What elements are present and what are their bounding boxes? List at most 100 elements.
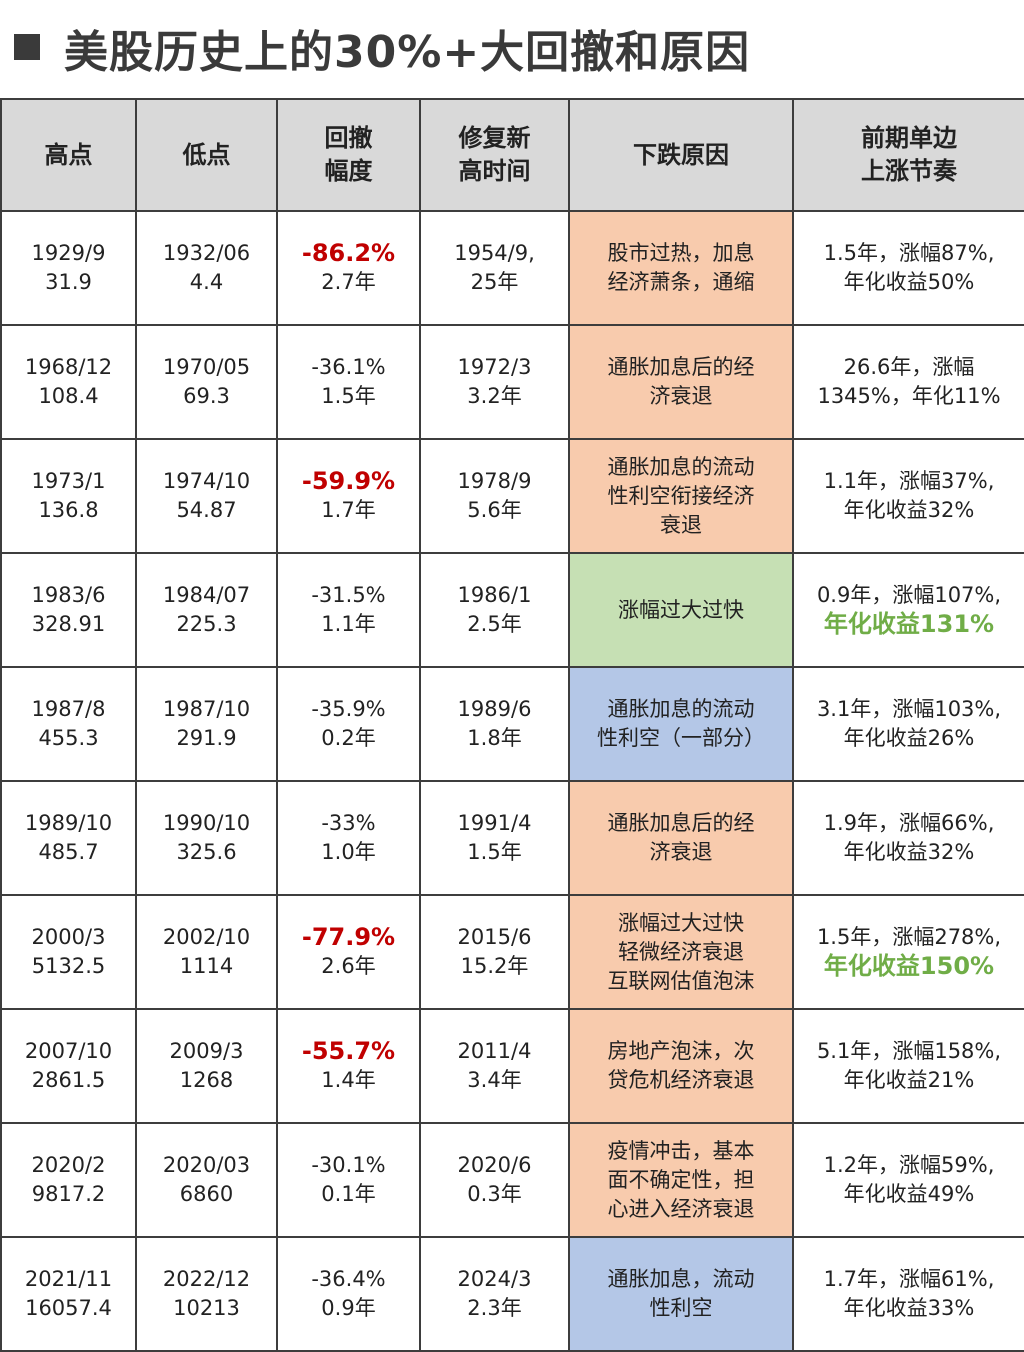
- high-cell: 1987/8 455.3: [0, 666, 137, 782]
- recovery-cell-line: 1.8年: [467, 726, 522, 750]
- prior-rally-cell: 5.1年，涨幅158%, 年化收益21%: [792, 1008, 1024, 1124]
- low-cell-line: 1970/05: [162, 355, 251, 379]
- recovery-cell-line: 1.5年: [467, 840, 522, 864]
- recovery-cell-line: 1989/6: [457, 697, 532, 721]
- recovery-cell: 1991/4 1.5年: [419, 780, 570, 896]
- recovery-cell-line: 1991/4: [457, 811, 532, 835]
- low-cell: 1987/10 291.9: [135, 666, 278, 782]
- reason-cell-line: 通胀加息后的经: [607, 355, 755, 379]
- table-row: 1983/6 328.91 1984/07 225.3 -31.5% 1.1年 1986/1…: [0, 552, 1024, 668]
- high-cell-line: 9817.2: [31, 1182, 106, 1206]
- high-cell-line: 108.4: [38, 384, 99, 408]
- prior-rally-cell-line: 0.9年，涨幅107%,: [816, 583, 1002, 607]
- low-cell-line: 1984/07: [162, 583, 251, 607]
- prior-rally-cell: 1.9年，涨幅66%, 年化收益32%: [792, 780, 1024, 896]
- column-header-low: 低点: [135, 98, 278, 212]
- reason-cell-line: 性利空衔接经济: [607, 483, 755, 508]
- high-cell-line: 2021/11: [24, 1267, 113, 1291]
- drawdown-cell: -59.9% 1.7年: [276, 438, 421, 554]
- drawdown-cell-line: 2.7年: [321, 270, 376, 294]
- title-square-icon: [14, 34, 40, 60]
- table-row: 2000/3 5132.5 2002/10 1114 -77.9% 2.6年 2015/6 1…: [0, 894, 1024, 1010]
- prior-rally-cell-line: 年化收益26%: [843, 726, 975, 750]
- drawdown-cell: -30.1% 0.1年: [276, 1122, 421, 1238]
- drawdown-cell-line: 2.6年: [321, 954, 376, 978]
- high-cell-line: 5132.5: [31, 954, 106, 978]
- drawdown-cell-line: -33%: [321, 811, 376, 835]
- recovery-cell-line: 1954/9,: [454, 241, 535, 265]
- low-cell-line: 225.3: [176, 612, 237, 636]
- high-cell-line: 16057.4: [25, 1296, 112, 1320]
- drawdown-cell: -33% 1.0年: [276, 780, 421, 896]
- low-cell: 1970/05 69.3: [135, 324, 278, 440]
- low-cell: 1974/10 54.87: [135, 438, 278, 554]
- reason-cell: 房地产泡沫，次 贷危机经济衰退: [568, 1008, 794, 1124]
- reason-cell-line: 疫情冲击，基本: [607, 1138, 755, 1163]
- recovery-cell: 1978/9 5.6年: [419, 438, 570, 554]
- high-cell-line: 31.9: [45, 270, 92, 294]
- low-cell-line: 4.4: [189, 270, 224, 294]
- drawdown-cell: -36.1% 1.5年: [276, 324, 421, 440]
- reason-cell-line: 通胀加息的流动: [607, 454, 755, 479]
- prior-rally-cell-line: 1.2年，涨幅59%,: [823, 1153, 995, 1177]
- drawdown-cell-line: -36.4%: [311, 1267, 386, 1291]
- table-body: 1929/9 31.9 1932/06 4.4 -86.2% 2.7年 1954/9, 25年…: [0, 210, 1024, 1352]
- reason-cell-line: 轻微经济衰退: [618, 939, 744, 964]
- column-header-reason: 下跌原因: [568, 98, 794, 212]
- drawdown-cell-line: -86.2%: [301, 239, 396, 267]
- reason-cell-line: 贷危机经济衰退: [607, 1068, 755, 1092]
- reason-cell-line: 涨幅过大过快: [618, 597, 744, 622]
- prior-rally-cell: 1.5年，涨幅87%, 年化收益50%: [792, 210, 1024, 326]
- high-cell: 2007/10 2861.5: [0, 1008, 137, 1124]
- high-cell-line: 2020/2: [31, 1153, 106, 1177]
- high-cell: 1983/6 328.91: [0, 552, 137, 668]
- recovery-cell-line: 2.5年: [467, 612, 522, 636]
- recovery-cell-line: 25年: [470, 270, 519, 294]
- reason-cell-line: 通胀加息的流动: [607, 697, 755, 721]
- reason-cell-line: 互联网估值泡沫: [607, 968, 755, 993]
- high-cell-line: 2000/3: [31, 925, 106, 949]
- column-header-line: 下跌原因: [633, 140, 729, 169]
- recovery-cell-line: 2020/6: [457, 1153, 532, 1177]
- reason-cell-line: 济衰退: [649, 384, 713, 408]
- high-cell-line: 1973/1: [31, 469, 106, 493]
- reason-cell: 通胀加息后的经 济衰退: [568, 780, 794, 896]
- prior-rally-cell-line: 1.1年，涨幅37%,: [823, 469, 995, 493]
- prior-rally-cell-line: 年化收益32%: [843, 498, 975, 522]
- low-cell-line: 2002/10: [162, 925, 251, 949]
- recovery-cell-line: 1986/1: [457, 583, 532, 607]
- reason-cell-line: 通胀加息后的经: [607, 811, 755, 835]
- prior-rally-cell-line: 年化收益150%: [823, 952, 995, 980]
- low-cell-line: 1114: [179, 954, 234, 978]
- table-row: 2020/2 9817.2 2020/03 6860 -30.1% 0.1年 2020/6 0…: [0, 1122, 1024, 1238]
- drawdown-cell-line: -31.5%: [311, 583, 386, 607]
- recovery-cell: 2015/6 15.2年: [419, 894, 570, 1010]
- column-header-line: 幅度: [324, 157, 373, 185]
- drawdown-cell-line: -30.1%: [311, 1153, 386, 1177]
- high-cell-line: 2007/10: [24, 1039, 113, 1063]
- prior-rally-cell-line: 年化收益33%: [843, 1296, 975, 1320]
- drawdown-cell-line: 1.0年: [321, 840, 376, 864]
- prior-rally-cell: 0.9年，涨幅107%, 年化收益131%: [792, 552, 1024, 668]
- recovery-cell-line: 1978/9: [457, 469, 532, 493]
- page-header: 美股历史上的30%+大回撤和原因: [0, 0, 1024, 98]
- prior-rally-cell-line: 年化收益50%: [843, 270, 975, 294]
- prior-rally-cell-line: 1.9年，涨幅66%,: [823, 811, 995, 835]
- recovery-cell: 1986/1 2.5年: [419, 552, 570, 668]
- high-cell-line: 1987/8: [31, 697, 106, 721]
- high-cell: 1973/1 136.8: [0, 438, 137, 554]
- reason-cell-line: 房地产泡沫，次: [607, 1039, 755, 1063]
- reason-cell: 涨幅过大过快: [568, 552, 794, 668]
- drawdown-cell-line: 0.9年: [321, 1296, 376, 1320]
- low-cell-line: 10213: [173, 1296, 240, 1320]
- high-cell: 2000/3 5132.5: [0, 894, 137, 1010]
- prior-rally-cell-line: 3.1年，涨幅103%,: [816, 697, 1002, 721]
- drawdown-cell: -55.7% 1.4年: [276, 1008, 421, 1124]
- high-cell-line: 455.3: [38, 726, 99, 750]
- low-cell: 2020/03 6860: [135, 1122, 278, 1238]
- low-cell: 1932/06 4.4: [135, 210, 278, 326]
- prior-rally-cell-line: 年化收益32%: [843, 840, 975, 864]
- low-cell: 2022/12 10213: [135, 1236, 278, 1352]
- recovery-cell-line: 3.2年: [467, 384, 522, 408]
- drawdown-cell: -86.2% 2.7年: [276, 210, 421, 326]
